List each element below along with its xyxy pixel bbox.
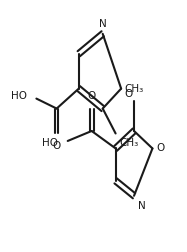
Text: CH₃: CH₃ — [124, 84, 144, 93]
Text: N: N — [138, 201, 145, 211]
Text: N: N — [99, 19, 107, 29]
Text: HO: HO — [11, 91, 27, 101]
Text: O: O — [156, 143, 164, 153]
Text: HO: HO — [42, 138, 59, 148]
Text: O: O — [88, 91, 96, 101]
Text: O: O — [53, 141, 61, 151]
Text: O: O — [125, 89, 133, 99]
Text: CH₃: CH₃ — [119, 138, 139, 148]
